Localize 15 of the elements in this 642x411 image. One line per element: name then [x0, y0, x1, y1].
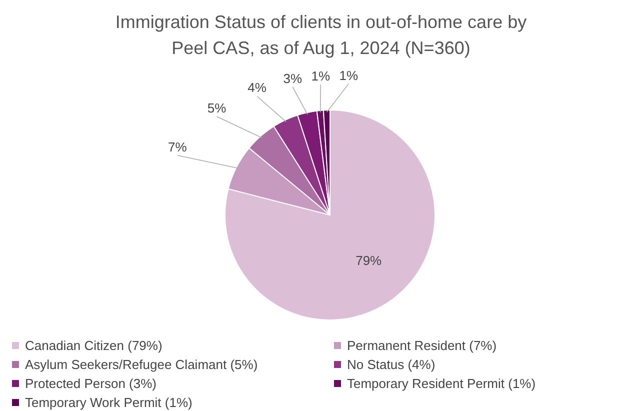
legend-label: Asylum Seekers/Refugee Claimant (5%)	[25, 357, 258, 372]
data-label: 4%	[248, 80, 267, 96]
legend-label: Temporary Resident Permit (1%)	[347, 376, 536, 391]
legend-label: Protected Person (3%)	[25, 376, 157, 391]
data-label: 79%	[356, 252, 382, 268]
chart-title: Immigration Status of clients in out-of-home care by Peel CAS, as of Aug 1, 2024 (N=360)	[115, 12, 527, 58]
data-label: 1%	[311, 68, 330, 84]
legend-label: Temporary Work Permit (1%)	[25, 395, 192, 410]
data-label: 7%	[168, 139, 188, 154]
legend-label: No Status (4%)	[347, 357, 436, 372]
legend-label: Canadian Citizen (79%)	[25, 338, 162, 353]
data-label: 3%	[283, 70, 302, 86]
legend-label: Permanent Resident (7%)	[347, 338, 497, 353]
data-label: 5%	[207, 100, 227, 116]
data-label: 1%	[339, 68, 358, 83]
